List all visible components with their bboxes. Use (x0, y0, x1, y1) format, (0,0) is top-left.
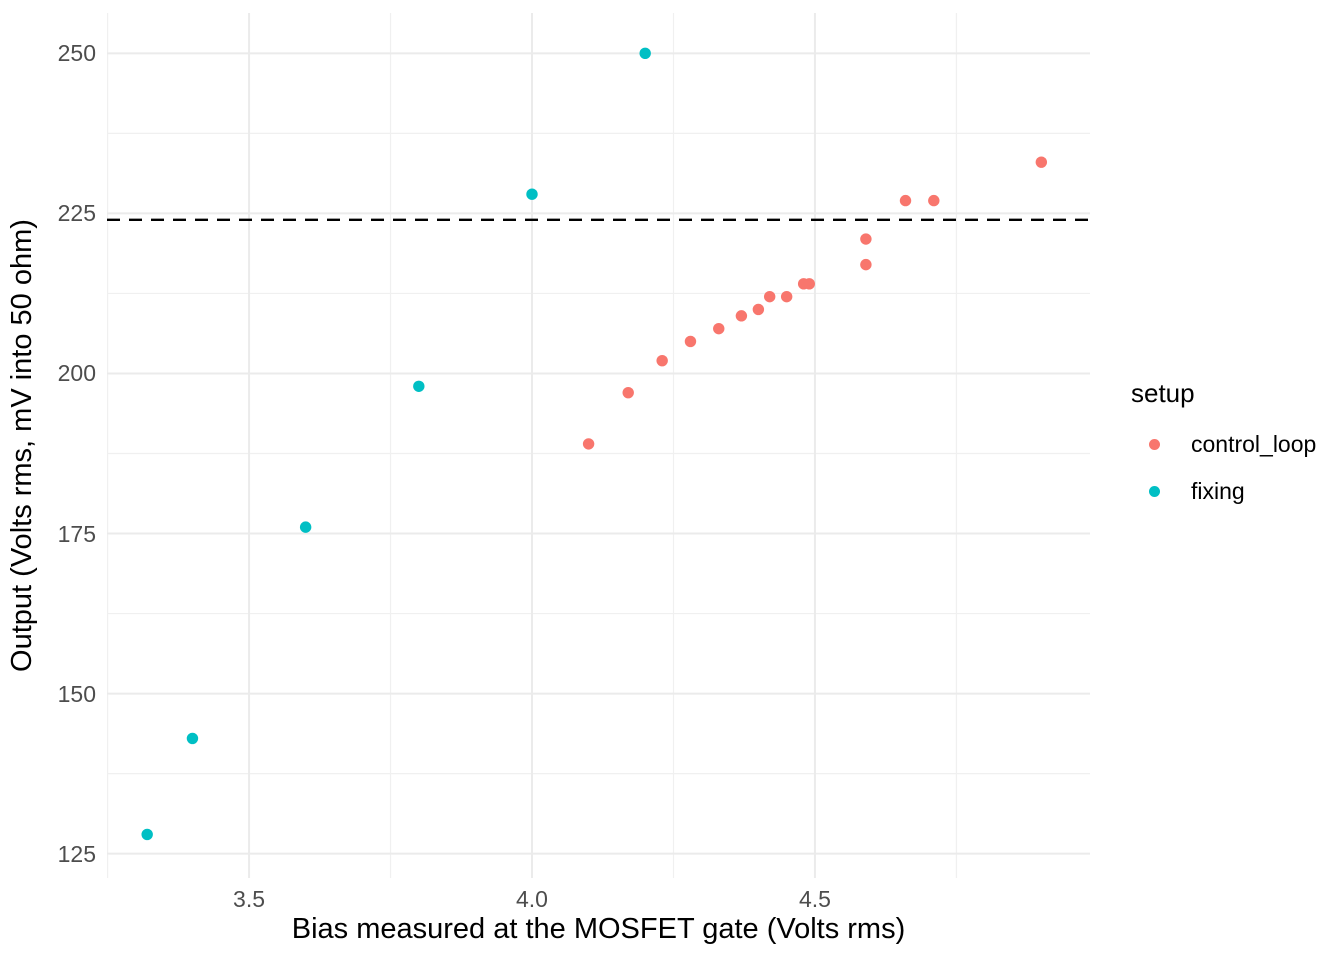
y-axis-title: Output (Volts rms, mV into 50 ohm) (6, 219, 38, 672)
data-point-control_loop (684, 335, 697, 348)
y-tick-label: 200 (57, 360, 96, 387)
legend-key (1137, 474, 1171, 508)
legend-title: setup (1131, 378, 1195, 408)
data-point-fixing (186, 732, 199, 745)
legend-entry-control_loop: control_loop (1137, 427, 1316, 461)
x-tick-label: 3.5 (233, 886, 266, 912)
y-tick-label: 250 (57, 40, 96, 67)
data-point-control_loop (780, 290, 793, 303)
data-point-fixing (639, 47, 651, 60)
y-tick-label: 175 (57, 520, 96, 547)
y-tick-label: 125 (57, 840, 96, 867)
data-point-control_loop (622, 386, 634, 399)
data-point-fixing (299, 521, 312, 533)
data-point-control_loop (860, 258, 872, 271)
data-point-control_loop (763, 290, 776, 303)
data-point-control_loop (752, 303, 765, 316)
y-tick-label: 150 (57, 680, 96, 707)
data-point-control_loop (803, 278, 816, 290)
data-point-control_loop (656, 354, 668, 367)
data-point-control_loop (928, 194, 940, 207)
data-point-control_loop (860, 233, 872, 245)
legend-dot-icon (1148, 485, 1160, 497)
legend-dot-icon (1148, 438, 1160, 450)
data-point-control_loop (582, 438, 595, 450)
data-point-fixing (141, 828, 153, 841)
x-tick-label: 4.5 (798, 886, 831, 912)
y-tick-label: 225 (57, 200, 96, 227)
data-point-control_loop (735, 310, 748, 322)
legend-key (1137, 427, 1171, 461)
legend-entry-label: control_loop (1191, 430, 1317, 457)
data-point-fixing (413, 380, 425, 392)
plot-panel (107, 13, 1090, 878)
legend-entry-fixing: fixing (1137, 474, 1316, 508)
x-tick-label: 4.0 (516, 886, 548, 912)
x-axis-title: Bias measured at the MOSFET gate (Volts … (291, 913, 906, 945)
data-point-control_loop (899, 194, 912, 207)
data-point-fixing (526, 188, 538, 200)
legend-entry-label: fixing (1191, 477, 1245, 504)
data-point-control_loop (713, 322, 725, 335)
data-point-control_loop (1035, 156, 1048, 168)
